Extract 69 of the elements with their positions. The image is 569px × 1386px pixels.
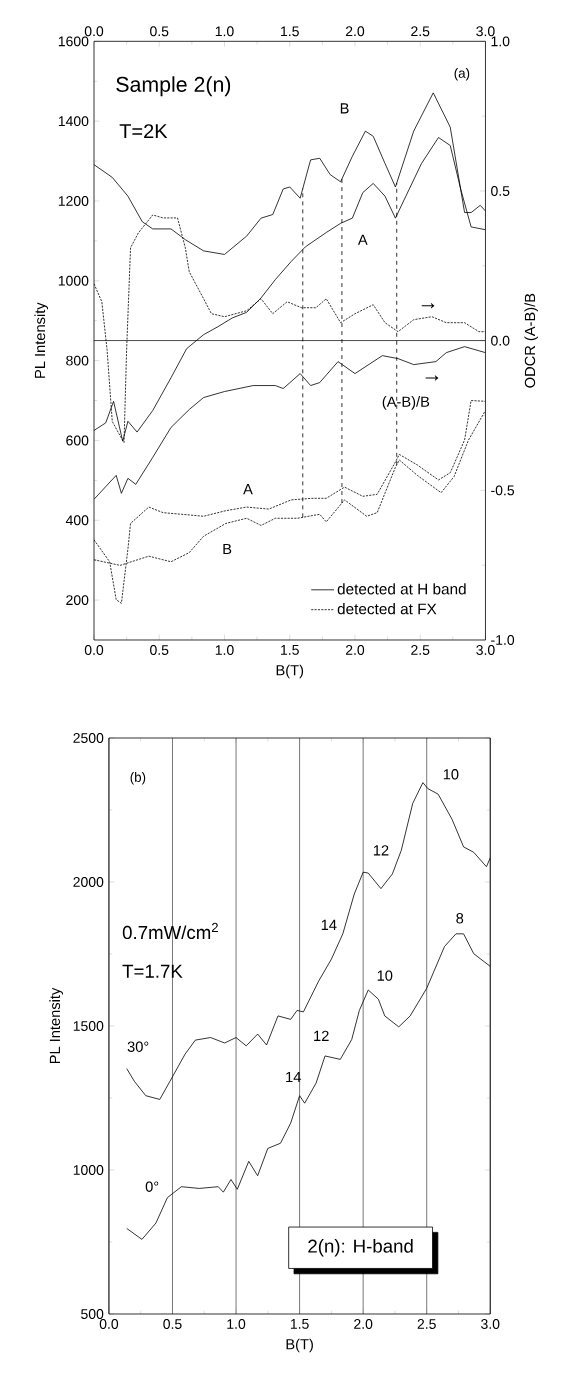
- x2-tick-label: 2.0: [345, 645, 365, 655]
- x-tick-label: 1.5: [290, 1319, 309, 1329]
- legend-label: detected at FX: [337, 603, 437, 615]
- y-tick-label: 200: [66, 595, 89, 606]
- x-tick-label: 3.0: [476, 26, 495, 37]
- y-tick-label: 500: [81, 1309, 104, 1319]
- annotation: T=2K: [119, 124, 168, 139]
- annotation: 12: [373, 845, 389, 856]
- annotation: A: [357, 234, 368, 245]
- x-tick-label: 2.5: [411, 26, 430, 37]
- legend-label: detected at H band: [337, 583, 466, 595]
- x-tick-label: 0.5: [163, 1319, 182, 1329]
- x-tick-label: 1.0: [215, 26, 234, 37]
- annotation: T=1.7K: [122, 964, 183, 978]
- y2-tick-label: 1.0: [491, 36, 510, 47]
- y-tick-label: 400: [65, 515, 89, 526]
- x2-tick-label: 0.0: [84, 645, 104, 655]
- annotation: (a): [454, 68, 470, 81]
- y2-axis-title: ODCR (A-B)/B: [524, 293, 539, 388]
- annotation: 30°: [127, 1041, 149, 1052]
- x-tick-label: 0.0: [84, 26, 104, 37]
- annotation: B: [223, 543, 232, 555]
- x-tick-label: 0.0: [99, 1319, 119, 1329]
- x-axis-title: B(T): [276, 664, 304, 679]
- x-tick-label: 2.0: [354, 1319, 373, 1329]
- annotation: 12: [314, 1030, 329, 1041]
- x2-tick-label: 1.5: [281, 645, 299, 655]
- x2-tick-label: 0.5: [150, 645, 169, 655]
- x-tick-label: 3.0: [481, 1319, 500, 1329]
- y-tick-label: 1200: [58, 196, 89, 206]
- x2-tick-label: 2.5: [411, 645, 430, 655]
- y2-tick-label: -0.5: [491, 485, 515, 496]
- annotation: 8: [456, 913, 464, 924]
- y-tick-label: 800: [66, 355, 89, 366]
- annotation: →: [425, 375, 439, 381]
- y-tick-label: 2500: [73, 733, 104, 743]
- annotation: 10: [377, 970, 393, 981]
- y-tick-label: 1600: [58, 36, 89, 47]
- annotation: 0°: [145, 1181, 159, 1192]
- annotation: A: [243, 484, 253, 495]
- y-tick-label: 600: [66, 435, 89, 446]
- y-axis-title: PL Intensity: [34, 302, 49, 378]
- annotation: 2(n): H-band: [308, 1239, 413, 1257]
- annotation: B: [340, 103, 349, 114]
- y2-tick-label: -1.0: [491, 635, 515, 645]
- x2-tick-label: 1.0: [215, 645, 234, 655]
- annotation: Sample 2(n): [116, 76, 231, 97]
- x-axis-title: B(T): [286, 1338, 313, 1353]
- x-tick-label: 2.0: [345, 26, 365, 37]
- annotation: 10: [443, 769, 459, 780]
- y-axis-title: PL Intensity: [49, 987, 63, 1064]
- x-tick-label: 1.0: [227, 1319, 246, 1329]
- y-tick-label: 1000: [73, 1165, 104, 1175]
- y2-tick-label: 0.0: [491, 335, 510, 346]
- x-tick-label: 0.5: [150, 26, 169, 37]
- annotation: →: [421, 303, 435, 309]
- x-tick-label: 2.5: [417, 1319, 436, 1329]
- x-tick-label: 1.5: [281, 26, 299, 37]
- annotation: (b): [130, 772, 146, 785]
- y2-tick-label: 0.5: [491, 186, 510, 196]
- annotation: 0.7mW/cm$^{2}$: [122, 922, 218, 940]
- y-tick-label: 1000: [58, 275, 89, 286]
- y-tick-label: 1500: [73, 1021, 104, 1031]
- x2-tick-label: 3.0: [476, 645, 495, 655]
- y-tick-label: 1400: [58, 116, 89, 127]
- annotation: 14: [321, 919, 337, 930]
- annotation: 14: [286, 1071, 301, 1083]
- annotation: (A-B)/B: [382, 396, 430, 410]
- y-tick-label: 2000: [73, 877, 104, 887]
